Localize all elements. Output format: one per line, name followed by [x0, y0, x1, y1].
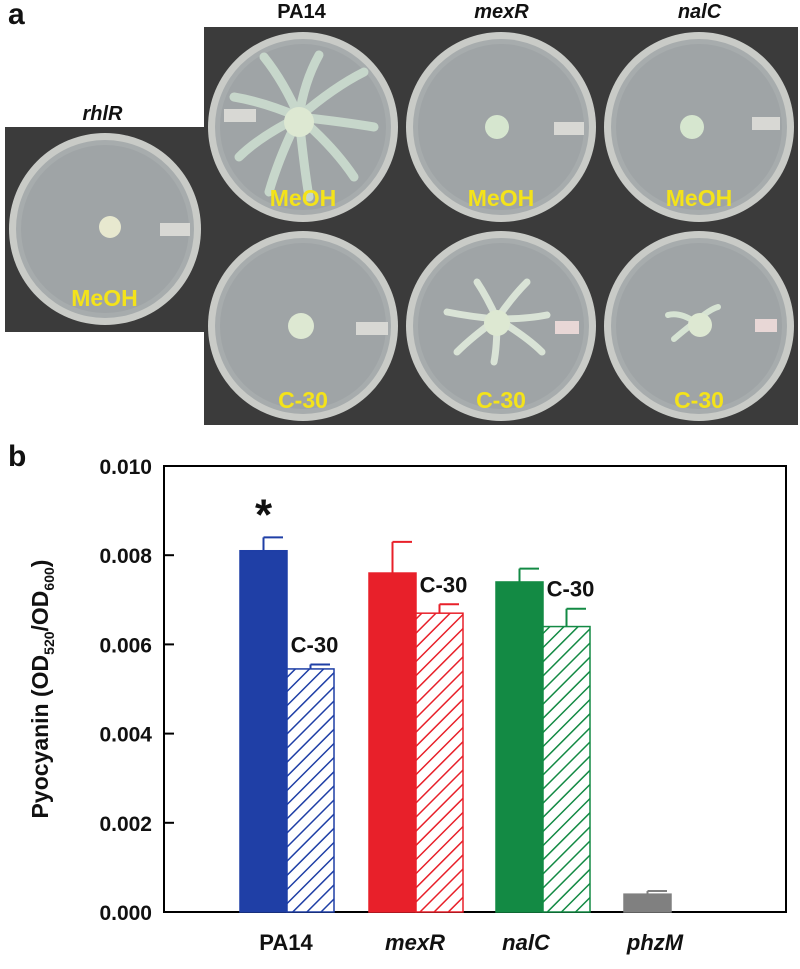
- plate-nalC-meoh: MeOH: [600, 27, 798, 227]
- plate-label-treatment: MeOH: [269, 185, 337, 211]
- bar-mexR-C-30: [415, 612, 464, 913]
- y-tick-label: 0.008: [99, 545, 152, 568]
- bar-nalC-C-30: [542, 625, 591, 913]
- bar-PA14-C-30: [286, 668, 335, 913]
- plate-pa14-c30: C-30: [204, 227, 402, 425]
- y-axis-label: Pyocyanin (OD520/OD600): [27, 560, 57, 819]
- plate-label-treatment: C-30: [674, 387, 724, 413]
- plate-label-treatment: MeOH: [71, 285, 138, 311]
- y-tick-label: 0.010: [99, 456, 152, 479]
- bar-PA14-MeOH: [239, 549, 288, 913]
- panel-b-letter: b: [8, 440, 27, 473]
- bar-annotation-c30: C-30: [547, 577, 595, 602]
- y-tick-label: 0.002: [99, 813, 152, 836]
- y-tick-label: 0.004: [99, 724, 152, 747]
- bar-annotation-c30: C-30: [291, 632, 339, 657]
- bar-annotation-c30: C-30: [420, 572, 468, 597]
- strain-label-mexR: mexR: [474, 1, 529, 23]
- plate-label-treatment: C-30: [476, 387, 526, 413]
- x-category-label: PA14: [259, 930, 313, 955]
- plate-mexR-c30: C-30: [402, 227, 600, 425]
- panel-a-letter: a: [8, 0, 25, 31]
- plate-mexR-meoh: MeOH: [402, 27, 600, 227]
- y-tick-label: 0.006: [99, 634, 152, 657]
- y-tick-label: 0.000: [99, 902, 152, 925]
- plot-frame: [163, 465, 787, 913]
- plate-label-treatment: MeOH: [665, 185, 733, 211]
- bar-mexR-MeOH: [368, 572, 417, 913]
- plate-label-treatment: C-30: [278, 387, 328, 413]
- strain-label-nalC: nalC: [677, 1, 722, 23]
- plate-pa14-meoh: MeOH: [204, 27, 402, 227]
- significance-asterisk: *: [255, 490, 273, 539]
- strain-label-rhlR: rhlR: [82, 103, 123, 125]
- x-category-label: phzM: [626, 930, 684, 955]
- bar-nalC-MeOH: [495, 581, 544, 913]
- strain-label-PA14: PA14: [277, 1, 326, 23]
- plate-label-treatment: MeOH: [467, 185, 535, 211]
- plate-rhlR-meoh: MeOH: [5, 127, 204, 332]
- bar-phzM-MeOH: [623, 893, 672, 913]
- pyocyanin-bar-chart: 0.000 0.002 0.004 0.006 0.008 0.010 C-30 C-30 C…: [0, 440, 800, 964]
- plate-nalC-c30: C-30: [600, 227, 798, 425]
- x-category-label: mexR: [385, 930, 445, 955]
- x-category-label: nalC: [502, 930, 551, 955]
